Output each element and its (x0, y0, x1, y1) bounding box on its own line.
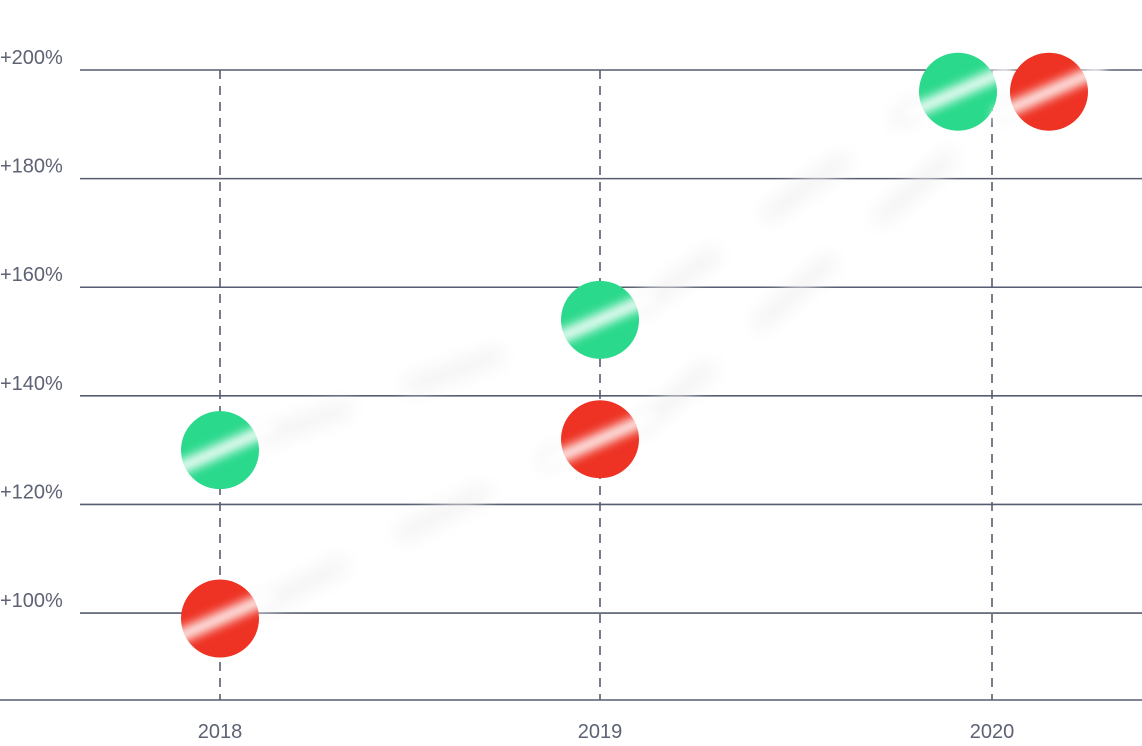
point-glare (163, 590, 277, 648)
y-tick-label: +200% (0, 47, 63, 69)
y-tick-label: +180% (0, 156, 63, 178)
y-tick-label: +160% (0, 264, 63, 286)
vertical-gridlines (219, 70, 993, 700)
y-axis-ticks: +100% +120% +140% +160% +180% +200% (0, 47, 63, 612)
x-tick-label: 2019 (578, 721, 623, 743)
point-glare (992, 63, 1106, 121)
point-glare (163, 421, 277, 479)
motion-trail (253, 326, 567, 446)
horizontal-gridlines (80, 69, 1142, 614)
point-glare (901, 63, 1015, 121)
x-axis-ticks: 2018 2019 2020 (198, 721, 1015, 743)
x-tick-label: 2018 (198, 721, 243, 743)
motion-trail (253, 446, 567, 614)
point-glare (543, 410, 657, 468)
y-tick-label: +120% (0, 481, 63, 503)
x-tick-label: 2020 (970, 721, 1015, 743)
motion-trail (633, 98, 925, 315)
data-points (163, 52, 1106, 658)
y-tick-label: +100% (0, 590, 63, 612)
motion-trails (253, 98, 1016, 614)
motion-trail (633, 98, 1016, 435)
point-glare (543, 291, 657, 349)
y-tick-label: +140% (0, 373, 63, 395)
